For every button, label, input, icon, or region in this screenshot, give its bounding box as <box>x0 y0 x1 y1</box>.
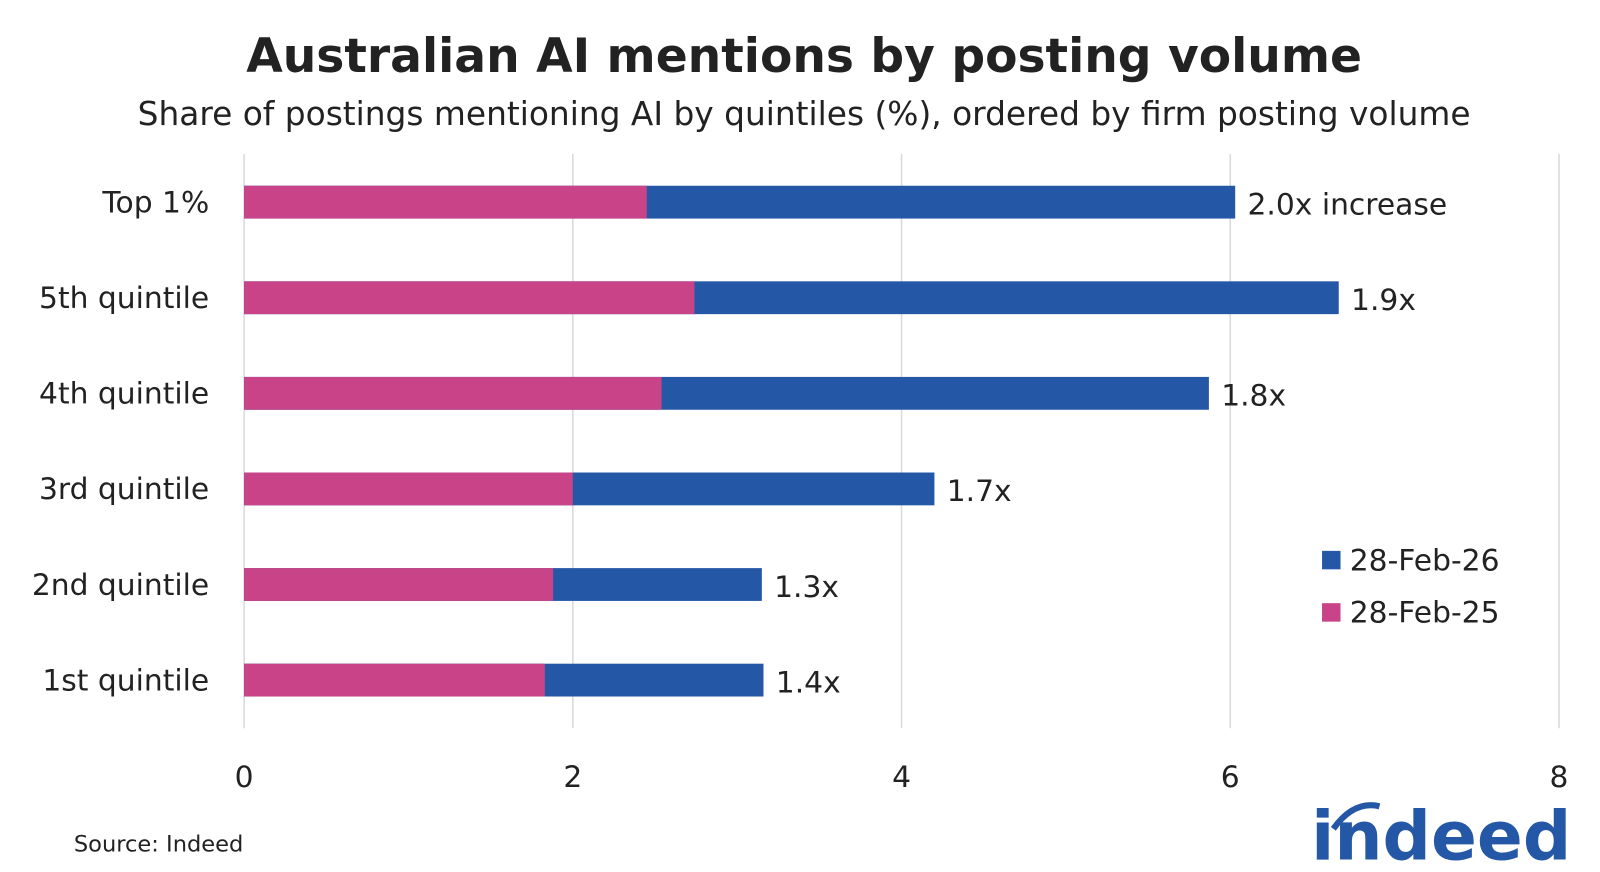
bar-28-feb-25 <box>244 185 647 219</box>
data-label: 2.0x increase <box>1247 187 1447 222</box>
category-label: Top 1% <box>101 185 209 220</box>
x-tick-label: 8 <box>1550 760 1569 795</box>
category-label: 2nd quintile <box>32 568 209 603</box>
bar-28-feb-25 <box>244 281 695 315</box>
legend-swatch <box>1322 603 1341 622</box>
chart-subtitle: Share of postings mentioning AI by quint… <box>138 95 1471 133</box>
data-label: 1.9x <box>1351 283 1416 318</box>
legend-swatch <box>1322 550 1341 570</box>
category-label: 1st quintile <box>42 663 209 698</box>
bar-28-feb-25 <box>244 568 554 601</box>
indeed-logo-arc <box>1330 802 1381 831</box>
category-label: 4th quintile <box>39 377 209 412</box>
legend-label: 28-Feb-26 <box>1350 543 1500 578</box>
legend-label: 28-Feb-25 <box>1350 596 1500 631</box>
data-label: 1.8x <box>1221 379 1286 414</box>
x-tick-label: 4 <box>892 760 911 795</box>
category-label: 3rd quintile <box>39 472 209 507</box>
bar-28-feb-25 <box>244 472 573 506</box>
indeed-logo: indeed <box>1311 797 1571 872</box>
bar-28-feb-25 <box>244 376 662 410</box>
source-note: Source: Indeed <box>74 831 244 857</box>
x-tick-label: 6 <box>1221 760 1240 795</box>
data-label: 1.7x <box>947 474 1012 509</box>
data-label: 1.3x <box>774 570 839 605</box>
x-tick-label: 0 <box>235 760 254 795</box>
category-label: 5th quintile <box>39 281 209 316</box>
bar-28-feb-25 <box>244 663 545 697</box>
chart-title: Australian AI mentions by posting volume <box>246 29 1362 84</box>
data-label: 1.4x <box>776 665 841 700</box>
x-tick-label: 2 <box>563 760 582 795</box>
